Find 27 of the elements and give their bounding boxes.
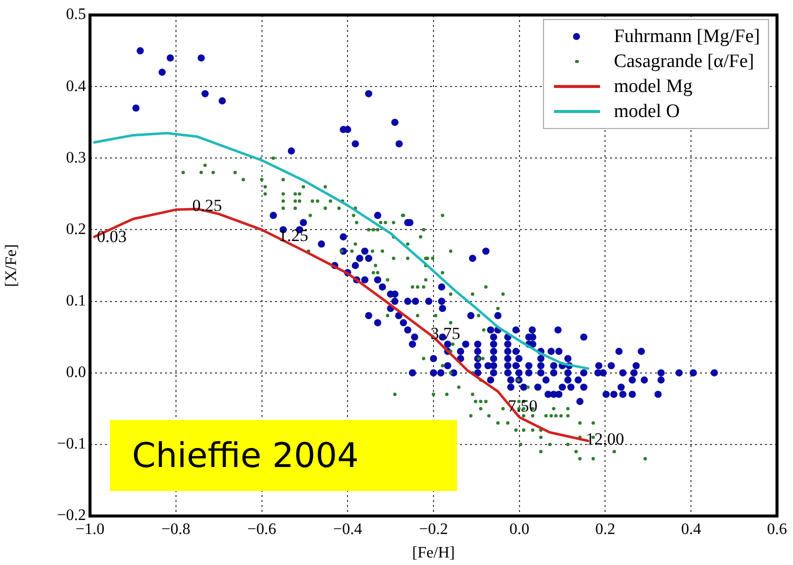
legend-label: Fuhrmann [Mg/Fe] xyxy=(614,26,760,48)
annotation: 0.25 xyxy=(192,196,222,216)
y-tick-label: 0.1 xyxy=(66,292,86,310)
x-tick-label: 0.4 xyxy=(681,520,702,538)
y-axis-title: [X/Fe] xyxy=(2,244,20,287)
x-tick-label: 0.0 xyxy=(509,520,530,538)
x-tick-label: −0.6 xyxy=(247,520,276,538)
annotation: 12.00 xyxy=(586,429,624,448)
legend-label: Casagrande [α/Fe] xyxy=(614,50,754,72)
annotation: 3.75 xyxy=(430,324,460,344)
x-tick-label: −0.2 xyxy=(418,520,448,538)
legend-label: model Mg xyxy=(614,76,692,98)
x-tick-label: −0.4 xyxy=(333,520,362,538)
legend-label: model O xyxy=(614,100,680,122)
x-tick-label: 0.6 xyxy=(767,520,787,538)
annotation: 1.25 xyxy=(278,226,308,246)
x-tick-label: −0.8 xyxy=(161,520,190,538)
y-tick-label: 0.0 xyxy=(66,364,86,382)
y-tick-label: 0.5 xyxy=(66,6,86,24)
y-tick-label: −0.1 xyxy=(56,436,86,453)
annotation: 0.03 xyxy=(96,226,127,246)
y-tick-label: 0.2 xyxy=(66,220,86,238)
y-tick-label: 0.4 xyxy=(66,78,86,95)
x-axis-title: [Fe/H] xyxy=(412,544,455,562)
x-tick-label: 0.2 xyxy=(595,520,616,538)
y-tick-label: 0.3 xyxy=(66,149,86,166)
caption-box: Chieffie 2004 xyxy=(110,420,457,491)
